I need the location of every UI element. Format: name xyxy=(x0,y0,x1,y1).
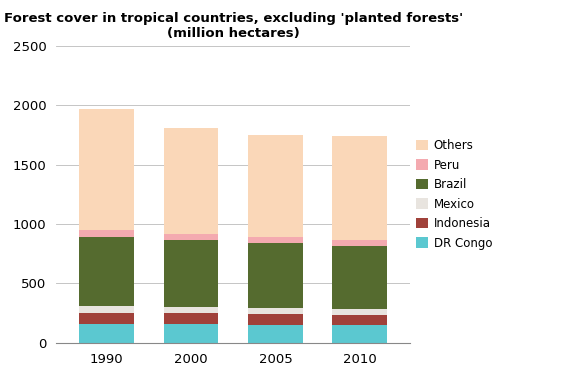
Bar xyxy=(248,243,303,308)
Bar xyxy=(79,237,134,306)
Bar xyxy=(248,308,303,314)
Bar xyxy=(164,234,219,240)
Bar xyxy=(79,325,134,343)
Bar xyxy=(164,313,219,325)
Bar xyxy=(248,237,303,243)
Bar xyxy=(332,309,387,315)
Bar xyxy=(332,315,387,325)
Bar xyxy=(164,128,219,234)
Bar xyxy=(248,314,303,325)
Title: Forest cover in tropical countries, excluding 'planted forests'
(million hectare: Forest cover in tropical countries, excl… xyxy=(4,13,463,40)
Bar xyxy=(248,325,303,343)
Bar xyxy=(332,240,387,247)
Bar xyxy=(79,306,134,312)
Bar xyxy=(332,325,387,343)
Bar xyxy=(79,230,134,237)
Bar xyxy=(164,240,219,307)
Bar xyxy=(79,109,134,230)
Bar xyxy=(79,312,134,325)
Bar xyxy=(248,134,303,237)
Bar xyxy=(164,325,219,343)
Bar xyxy=(164,307,219,313)
Bar xyxy=(332,247,387,309)
Bar xyxy=(332,136,387,240)
Legend: Others, Peru, Brazil, Mexico, Indonesia, DR Congo: Others, Peru, Brazil, Mexico, Indonesia,… xyxy=(416,139,492,250)
